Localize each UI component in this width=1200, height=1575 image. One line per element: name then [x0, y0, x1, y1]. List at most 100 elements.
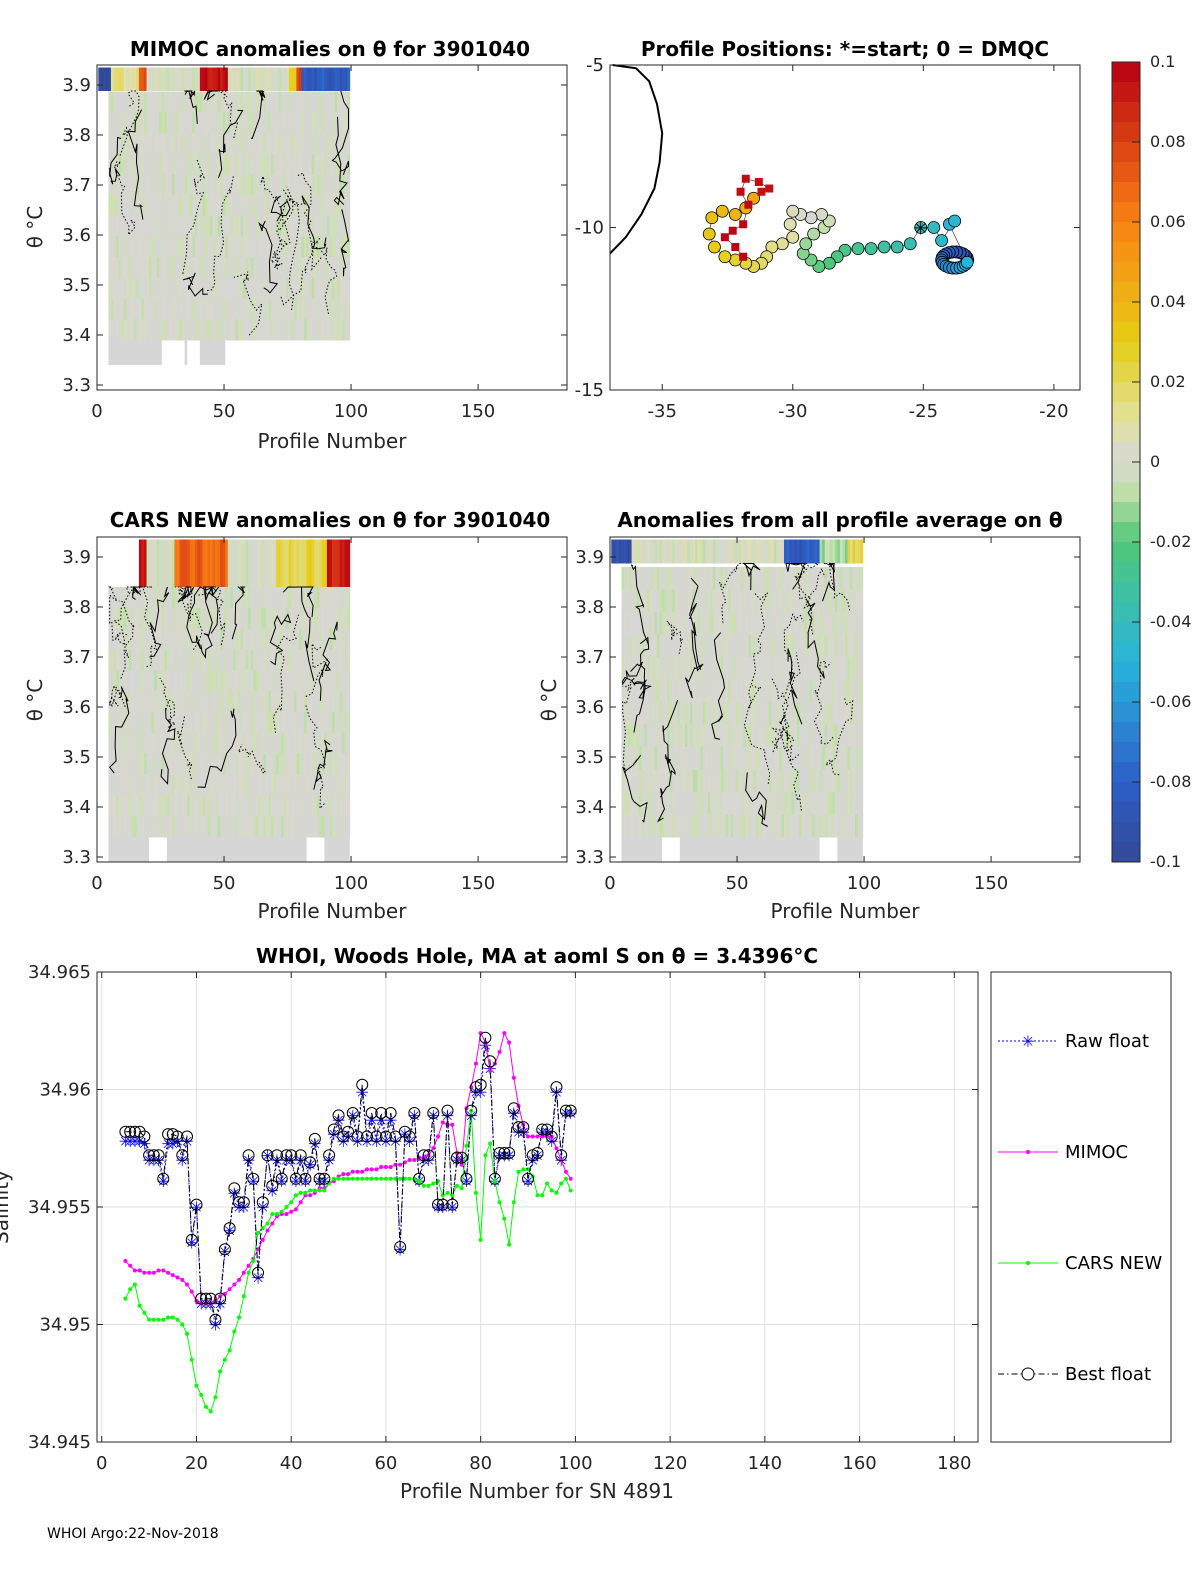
heatmap-cell	[260, 587, 264, 609]
heatmap-cell	[298, 236, 302, 258]
heatmap-cell	[309, 215, 313, 237]
heatmap-cell	[832, 657, 836, 680]
heatmap-cell	[258, 236, 262, 258]
heatmap-cell	[227, 215, 231, 237]
heatmap-cell	[179, 649, 183, 671]
heatmap-cell	[126, 319, 130, 341]
heatmap-cell	[296, 153, 300, 175]
salinity-ytick-label: 34.945	[28, 1432, 91, 1453]
heatmap-cell	[850, 657, 854, 680]
heatmap-cell	[283, 319, 287, 341]
heatmap-cell	[138, 649, 142, 671]
raw-float-point: ✳	[275, 1172, 288, 1191]
heatmap-cell	[265, 195, 269, 217]
heatmap-cell	[240, 132, 244, 155]
heatmap-cell	[225, 195, 229, 217]
heatmap-cell	[286, 628, 290, 650]
heatmap-cell	[799, 702, 803, 725]
heatmap-cell	[651, 679, 655, 703]
legend-label: Raw float	[1065, 1031, 1149, 1052]
heatmap-cell	[255, 607, 259, 630]
heatmap-cell	[133, 628, 137, 650]
heatmap-cell	[238, 795, 241, 817]
heatmap-cell	[723, 679, 726, 703]
heatmap-cell	[258, 816, 262, 838]
heatmap-cell	[151, 753, 155, 775]
heatmap-cell	[156, 774, 160, 796]
heatmap-cell	[657, 792, 660, 815]
heatmap-cell	[324, 277, 328, 300]
heatmap-cell	[169, 298, 173, 320]
heatmap-top-cell	[674, 539, 678, 564]
heatmap-cell	[324, 607, 328, 630]
heatmap-top-cell	[253, 67, 257, 91]
heatmap-cell	[248, 753, 252, 775]
heatmap-cell	[268, 732, 272, 755]
heatmap-cell	[248, 670, 252, 692]
contour-line	[745, 772, 768, 827]
heatmap-cell	[161, 298, 165, 320]
heatmap-cell	[758, 724, 762, 748]
heatmap-top-cell	[273, 67, 277, 91]
best-float-point	[337, 1130, 350, 1143]
heatmap-cell	[238, 649, 241, 671]
heatmap-cell	[817, 589, 820, 613]
heatmap-cell	[761, 589, 765, 613]
heatmap-cell	[822, 679, 826, 703]
heatmap-cell	[116, 277, 119, 300]
heatmap-cell	[334, 319, 338, 341]
heatmap-cell	[154, 691, 158, 713]
heatmap-cell	[169, 319, 173, 341]
heatmap-cell	[763, 747, 767, 770]
heatmap-cell	[781, 792, 785, 815]
heatmap-cell	[702, 769, 706, 793]
heatmap-top-cell	[273, 539, 277, 587]
best-float-point	[285, 1149, 298, 1162]
heatmap-cell	[860, 747, 864, 770]
heatmap-cell	[225, 257, 229, 279]
heatmap-cell	[265, 91, 269, 113]
heatmap-cell	[222, 257, 226, 279]
heatmap-cell	[133, 215, 137, 237]
heatmap-cell	[149, 628, 153, 650]
heatmap-cell	[339, 670, 343, 692]
heatmap-cell	[217, 91, 221, 113]
heatmap-cell	[204, 257, 208, 279]
heatmap-cell	[710, 657, 714, 680]
heatmap-cell	[232, 795, 236, 817]
heatmap-cell	[822, 724, 826, 748]
heatmap-cell	[113, 257, 117, 279]
heatmap-cell	[337, 112, 341, 134]
heatmap-cell	[301, 319, 305, 341]
heatmap-cell	[748, 679, 752, 703]
heatmap-cell	[154, 753, 158, 775]
heatmap-cell	[151, 257, 155, 279]
heatmap-top-cell	[189, 539, 193, 587]
profile-circle	[903, 237, 917, 251]
heatmap-cell	[177, 257, 180, 279]
heatmap-cell	[179, 795, 183, 817]
heatmap-cell	[679, 724, 683, 748]
heatmap-cell	[243, 628, 247, 650]
heatmap-cell	[204, 319, 208, 341]
heatmap-cell	[174, 153, 178, 175]
heatmap-top-cell	[146, 67, 150, 91]
heatmap-cell	[326, 298, 330, 320]
heatmap-cell	[268, 670, 272, 692]
cars-point	[341, 1176, 346, 1181]
heatmap-cell	[707, 702, 711, 725]
heatmap-cell	[728, 589, 732, 613]
heatmap-cell	[265, 257, 269, 279]
heatmap-cell	[804, 702, 808, 725]
heatmap-cell	[141, 691, 145, 713]
heatmap-cell	[326, 277, 330, 300]
heatmap-cell	[794, 814, 798, 838]
heatmap-cell	[260, 257, 264, 279]
heatmap-cell	[715, 724, 719, 748]
heatmap-cell	[344, 670, 348, 692]
best-float-point	[507, 1102, 520, 1115]
heatmap-cell	[235, 816, 239, 838]
contour-line	[175, 586, 193, 622]
heatmap-cell	[128, 236, 132, 258]
heatmap-cell	[258, 91, 262, 113]
